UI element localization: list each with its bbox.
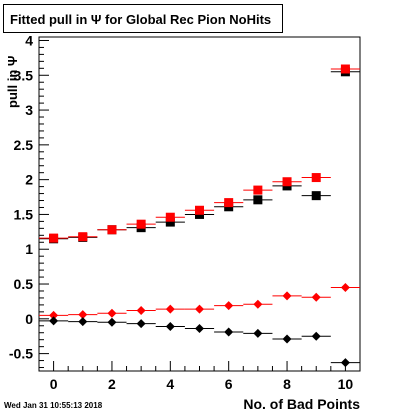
data-point-diamond — [340, 283, 350, 292]
y-tick-label: 0 — [25, 311, 33, 327]
title-box: Fitted pull in Ψ for Global Rec Pion NoH… — [3, 4, 283, 33]
data-point-diamond — [224, 301, 234, 311]
data-point-diamond — [253, 299, 263, 309]
y-tick-label: 3.5 — [14, 67, 34, 83]
data-point-diamond — [195, 304, 204, 314]
data-point-diamond — [49, 310, 59, 320]
data-point-square — [195, 205, 204, 215]
x-tick-label: 8 — [283, 376, 291, 392]
y-tick-label: 1.5 — [14, 206, 34, 222]
y-tick-label: -0.5 — [9, 346, 33, 362]
x-tick-label: 6 — [225, 376, 233, 392]
timestamp: Wed Jan 31 10:55:13 2018 — [4, 401, 103, 410]
data-point-square — [311, 173, 321, 183]
x-axis-label: No. of Bad Points — [243, 396, 360, 412]
data-point-diamond — [311, 331, 321, 341]
data-point-diamond — [282, 291, 292, 301]
data-point-diamond — [107, 317, 117, 327]
y-tick-label: 2.5 — [14, 137, 34, 153]
data-point-diamond — [165, 304, 175, 314]
x-tick-label: 4 — [166, 376, 174, 392]
data-point-diamond — [107, 308, 117, 318]
data-point-diamond — [340, 358, 350, 368]
plot-frame — [38, 36, 361, 372]
data-point-square — [224, 198, 234, 208]
data-point-diamond — [311, 292, 321, 302]
y-tick-label: 1 — [25, 241, 33, 257]
data-point-square — [107, 225, 117, 235]
y-tick-label: 2 — [25, 172, 33, 188]
chart-title: Fitted pull in Ψ for Global Rec Pion NoH… — [10, 12, 272, 27]
data-point-diamond — [136, 305, 146, 315]
data-point-square — [311, 191, 321, 201]
data-point-square — [253, 195, 263, 205]
x-tick-label: 0 — [50, 376, 58, 392]
data-point-diamond — [78, 310, 88, 320]
x-tick-label: 10 — [338, 376, 354, 392]
data-point-square — [282, 177, 292, 187]
data-point-diamond — [224, 327, 234, 337]
data-point-square — [253, 185, 263, 195]
data-point-square — [78, 232, 88, 242]
y-tick-label: 3 — [25, 102, 33, 118]
data-point-diamond — [195, 324, 204, 334]
data-point-square — [136, 219, 146, 229]
y-axis-label: pull in Ψ — [5, 55, 20, 108]
y-tick-label: 4 — [25, 32, 33, 48]
data-point-diamond — [282, 334, 292, 344]
data-point-square — [165, 212, 175, 222]
y-tick-label: 0.5 — [14, 276, 34, 292]
data-point-diamond — [49, 316, 59, 326]
data-point-square — [49, 233, 59, 243]
data-point-diamond — [78, 317, 88, 327]
data-point-square — [340, 64, 350, 74]
data-point-diamond — [253, 328, 263, 338]
data-point-square — [165, 217, 175, 227]
x-tick-label: 2 — [108, 376, 116, 392]
data-point-diamond — [136, 319, 146, 329]
data-point-diamond — [165, 321, 175, 331]
